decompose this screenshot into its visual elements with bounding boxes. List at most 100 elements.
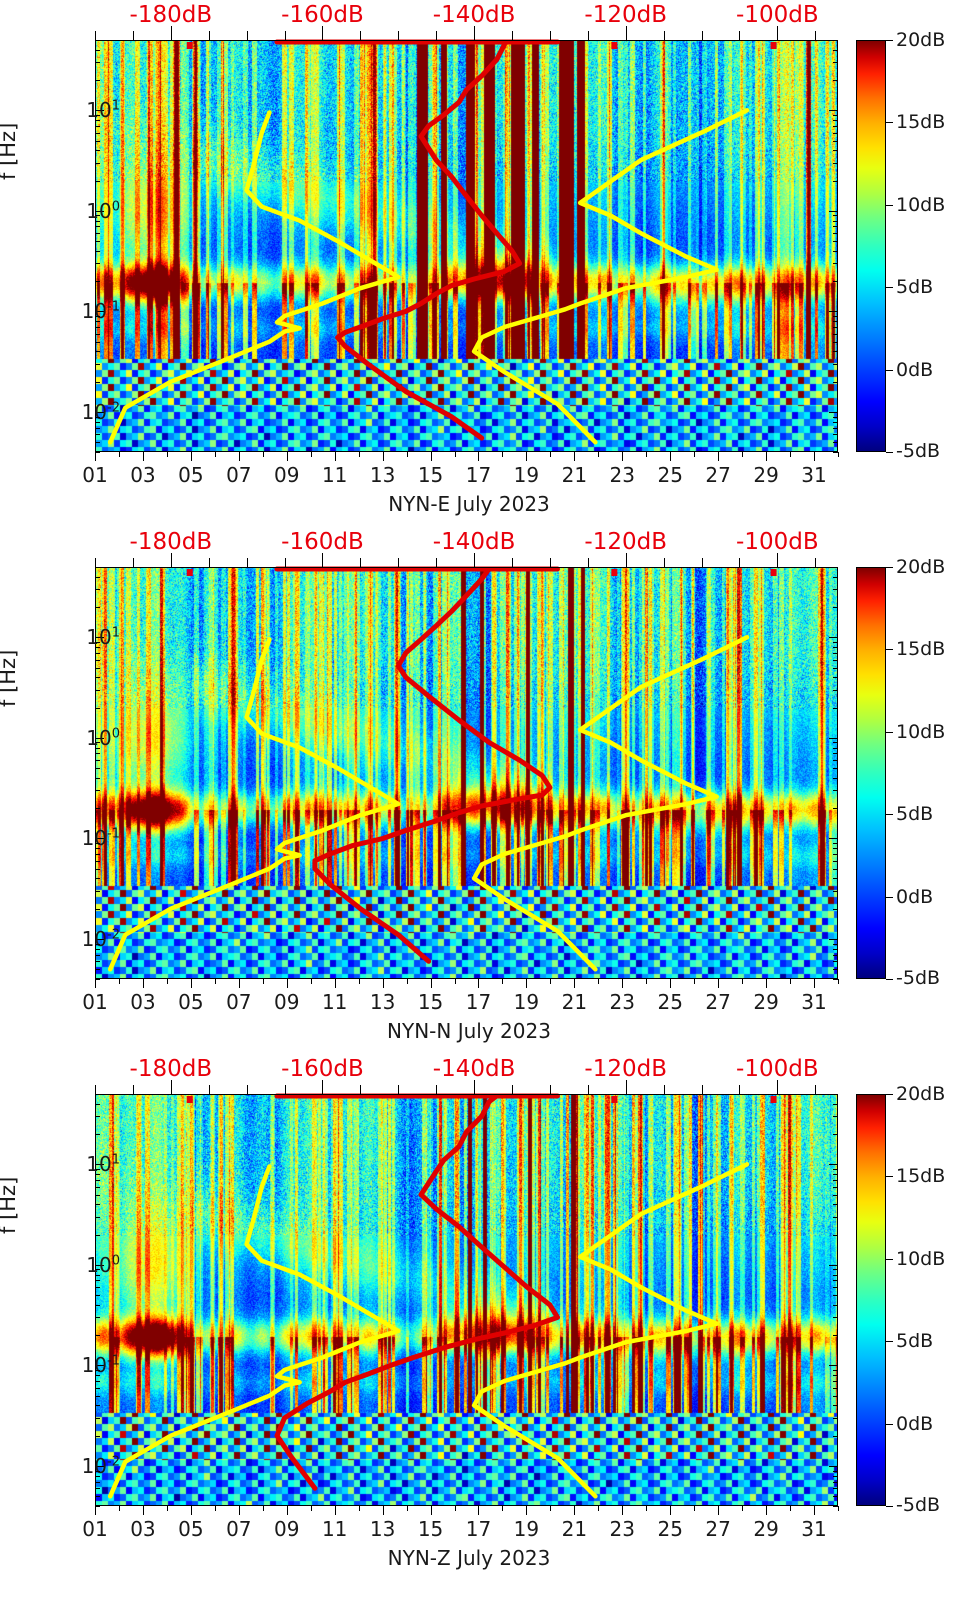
colorbar-tick xyxy=(886,204,893,206)
y-axis-tick-minor-right xyxy=(833,281,838,283)
top-axis-label: -100dB xyxy=(736,1056,819,1082)
y-axis-tick-label: 100 xyxy=(86,1252,120,1277)
y-axis-tick-minor xyxy=(95,1134,100,1136)
y-axis-tick-minor xyxy=(95,226,100,228)
x-axis-tick-minor xyxy=(646,452,648,457)
y-axis-tick-minor xyxy=(95,1168,100,1170)
colorbar-tick xyxy=(886,287,893,289)
y-axis-tick-minor xyxy=(95,843,100,845)
top-db-axis-line xyxy=(95,567,838,568)
y-axis-tick-minor-right xyxy=(833,341,838,343)
x-axis-tick-label: 11 xyxy=(321,463,348,487)
colorbar-tick xyxy=(886,1094,893,1095)
y-axis-tick-minor xyxy=(95,150,100,152)
top-axis-tick xyxy=(284,31,286,40)
x-axis-tick-minor xyxy=(838,979,839,984)
x-axis-tick xyxy=(95,1506,96,1515)
x-axis-tick-minor xyxy=(550,452,552,457)
spectrogram-plot-area[interactable] xyxy=(95,40,838,452)
y-axis-tick-minor xyxy=(95,114,100,116)
y-axis-tick-major xyxy=(95,938,104,940)
y-axis-tick-minor xyxy=(95,954,100,956)
spectrogram-plot-area[interactable] xyxy=(95,1094,838,1506)
y-axis-tick-minor xyxy=(95,316,100,318)
top-axis-tick xyxy=(701,1085,703,1094)
colorbar-label: 20dB xyxy=(896,556,946,578)
top-axis-label: -140dB xyxy=(432,2,516,28)
x-axis-tick-label: 31 xyxy=(801,1517,827,1541)
top-axis-tick xyxy=(739,558,741,567)
y-axis-tick-minor-right xyxy=(833,707,838,709)
x-axis-tick-minor xyxy=(694,979,696,984)
y-axis-tick-minor xyxy=(95,948,100,950)
y-axis-tick-minor-right xyxy=(833,753,838,755)
x-axis-tick-minor xyxy=(790,979,792,984)
top-axis-tick xyxy=(95,558,96,567)
y-axis-tick-minor xyxy=(95,1287,100,1289)
y-axis-tick-minor xyxy=(95,321,100,323)
y-axis-tick-minor-right xyxy=(833,40,838,41)
top-axis-marker xyxy=(770,1096,777,1103)
top-axis-marker xyxy=(770,42,777,49)
y-axis-tick-minor-right xyxy=(833,1304,838,1306)
colorbar-label: 15dB xyxy=(896,111,946,134)
colorbar-tick xyxy=(886,452,893,453)
y-axis-tick-minor-right xyxy=(833,241,838,243)
top-axis-tick xyxy=(549,1085,551,1094)
y-axis-tick-minor xyxy=(95,1387,100,1389)
y-axis-tick-minor xyxy=(95,1186,100,1188)
x-axis-tick xyxy=(334,452,336,461)
x-axis-tick-label: 23 xyxy=(609,1517,636,1541)
top-axis-tick xyxy=(511,1085,513,1094)
y-axis-tick-minor xyxy=(95,62,100,64)
y-axis-tick-minor-right xyxy=(833,868,838,870)
top-axis-marker xyxy=(611,569,618,576)
y-axis-tick-minor xyxy=(95,667,100,669)
y-axis-tick-minor-right xyxy=(833,652,838,654)
top-axis-tick xyxy=(398,558,400,567)
colorbar-label: 10dB xyxy=(896,720,946,743)
y-axis-tick-minor-right xyxy=(833,1134,838,1136)
y-axis-tick-major-right xyxy=(829,838,838,840)
spectrogram-image xyxy=(96,1095,837,1505)
panel-nyn-z: -180dB -160dB -140dB -120dB -100dB 101 100 10-1… xyxy=(0,1054,962,1574)
y-axis-tick-minor xyxy=(95,753,100,755)
y-axis-tick-minor xyxy=(95,1280,100,1282)
colorbar-label: 0dB xyxy=(896,1412,934,1435)
top-axis-tick xyxy=(549,558,551,567)
y-axis-tick-minor-right xyxy=(833,1186,838,1188)
x-axis-tick xyxy=(238,452,240,461)
yellow-noise-model-high xyxy=(471,635,750,972)
y-axis-tick-major-right xyxy=(829,1365,838,1367)
red-psd-curve xyxy=(335,42,523,441)
x-axis-tick-label: 27 xyxy=(705,990,731,1014)
x-axis-tick-label: 23 xyxy=(609,990,636,1014)
y-axis-tick-minor-right xyxy=(833,808,838,810)
y-axis-tick-minor-right xyxy=(833,667,838,669)
y-axis-tick-minor-right xyxy=(833,351,838,353)
y-axis-tick-minor-right xyxy=(833,689,838,691)
colorbar-tick xyxy=(886,369,893,371)
y-axis-tick-minor xyxy=(95,1216,100,1218)
x-axis-tick-label: 31 xyxy=(801,990,827,1014)
top-axis-label: -120dB xyxy=(584,1056,667,1082)
x-axis-tick-label: 21 xyxy=(561,463,588,487)
y-axis-tick-minor xyxy=(95,1295,100,1297)
y-axis-tick-minor-right xyxy=(833,1204,838,1206)
x-axis-tick xyxy=(190,979,192,988)
top-axis-tick xyxy=(284,558,286,567)
y-axis-tick-minor xyxy=(95,220,100,222)
x-axis-tick-label: 09 xyxy=(274,463,300,487)
y-axis-tick-minor xyxy=(95,742,100,744)
x-axis-tick xyxy=(526,979,528,988)
y-axis-tick-minor-right xyxy=(833,49,838,51)
x-axis-tick-minor xyxy=(838,1506,839,1511)
top-axis-tick xyxy=(360,1085,362,1094)
spectrogram-plot-area[interactable] xyxy=(95,567,838,979)
colorbar-tick xyxy=(886,1506,893,1507)
y-axis-tick-minor xyxy=(95,1380,100,1382)
x-axis-tick-label: 15 xyxy=(417,463,444,487)
x-axis-tick-minor xyxy=(742,452,744,457)
y-axis-tick-label: 10-1 xyxy=(81,826,120,851)
top-axis-tick xyxy=(587,558,589,567)
